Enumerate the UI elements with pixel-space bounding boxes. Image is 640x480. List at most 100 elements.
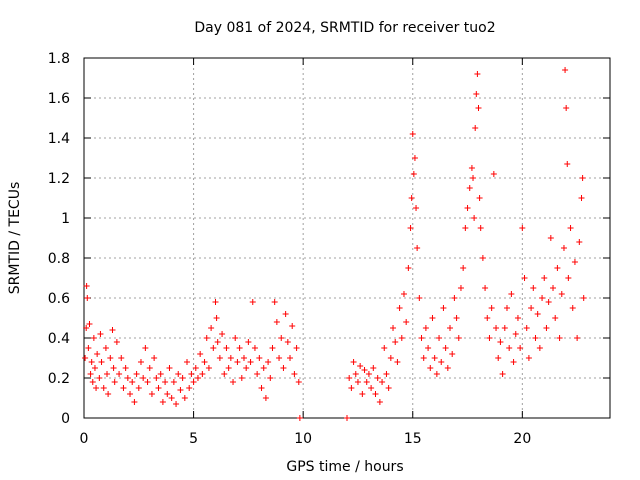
- data-point: [131, 399, 138, 405]
- data-point: [471, 215, 478, 221]
- data-point: [247, 359, 254, 365]
- data-point: [234, 359, 241, 365]
- data-point: [405, 265, 412, 271]
- data-point: [466, 185, 473, 191]
- data-point: [396, 305, 403, 311]
- data-point: [236, 345, 243, 351]
- data-point: [407, 225, 414, 231]
- grid: [84, 58, 610, 418]
- data-point: [357, 363, 364, 369]
- y-axis-label: SRMTID / TECUs: [7, 182, 23, 295]
- data-point: [490, 171, 497, 177]
- data-point: [574, 335, 581, 341]
- data-point: [91, 365, 98, 371]
- data-point: [88, 359, 95, 365]
- data-point: [560, 245, 567, 251]
- data-point: [212, 299, 219, 305]
- y-tick-label: 0: [61, 411, 70, 427]
- data-point: [197, 351, 204, 357]
- data-point: [157, 371, 164, 377]
- data-point: [562, 67, 569, 73]
- data-point: [243, 365, 250, 371]
- data-point: [249, 299, 256, 305]
- data-point: [403, 319, 410, 325]
- data-point: [470, 175, 477, 181]
- data-point: [102, 345, 109, 351]
- data-point: [83, 325, 90, 331]
- data-point: [530, 285, 537, 291]
- data-point: [365, 371, 372, 377]
- data-point: [213, 315, 220, 321]
- data-point: [506, 345, 513, 351]
- data-point: [545, 299, 552, 305]
- data-point: [192, 365, 199, 371]
- data-point: [208, 325, 215, 331]
- data-point: [455, 335, 462, 341]
- data-point: [293, 345, 300, 351]
- data-point: [447, 325, 454, 331]
- data-point: [444, 365, 451, 371]
- y-tick-label: 0.2: [48, 371, 70, 387]
- data-point: [427, 365, 434, 371]
- data-points: [82, 67, 587, 421]
- y-tick-labels: 0 0.2 0.4 0.6 0.8 1 1.2 1.4 1.6 1.8: [48, 51, 70, 427]
- data-point: [482, 285, 489, 291]
- data-point: [468, 165, 475, 171]
- data-point: [392, 339, 399, 345]
- data-point: [173, 401, 180, 407]
- data-point: [164, 391, 171, 397]
- data-point: [528, 305, 535, 311]
- data-point: [151, 355, 158, 361]
- data-point: [521, 275, 528, 281]
- data-point: [267, 375, 274, 381]
- data-point: [146, 365, 153, 371]
- data-point: [251, 345, 258, 351]
- x-tick-label: 20: [513, 431, 531, 447]
- data-point: [295, 379, 302, 385]
- data-point: [100, 385, 107, 391]
- data-point: [170, 379, 177, 385]
- data-point: [558, 291, 565, 297]
- data-point: [89, 379, 96, 385]
- data-point: [508, 291, 515, 297]
- data-point: [493, 325, 500, 331]
- data-point: [159, 399, 166, 405]
- data-point: [532, 335, 539, 341]
- data-point: [552, 315, 559, 321]
- data-point: [414, 245, 421, 251]
- data-point: [260, 365, 267, 371]
- data-point: [495, 355, 502, 361]
- data-point: [135, 385, 142, 391]
- data-point: [370, 365, 377, 371]
- data-point: [83, 283, 90, 289]
- data-point: [276, 355, 283, 361]
- data-point: [269, 345, 276, 351]
- data-point: [127, 391, 134, 397]
- y-tick-label: 1.4: [48, 131, 70, 147]
- data-point: [523, 325, 530, 331]
- data-point: [429, 315, 436, 321]
- data-point: [569, 305, 576, 311]
- data-point: [488, 305, 495, 311]
- data-point: [240, 355, 247, 361]
- data-point: [350, 359, 357, 365]
- data-point: [379, 379, 386, 385]
- data-point: [168, 395, 175, 401]
- data-point: [87, 371, 94, 377]
- data-point: [383, 371, 390, 377]
- data-point: [534, 311, 541, 317]
- data-point: [214, 339, 221, 345]
- data-point: [462, 225, 469, 231]
- data-point: [473, 91, 480, 97]
- data-point: [110, 365, 117, 371]
- data-point: [238, 375, 245, 381]
- data-point: [472, 125, 479, 131]
- data-point: [408, 195, 415, 201]
- data-point: [188, 371, 195, 377]
- data-point: [262, 395, 269, 401]
- data-point: [547, 235, 554, 241]
- data-point: [216, 355, 223, 361]
- data-point: [181, 395, 188, 401]
- data-point: [104, 371, 111, 377]
- data-point: [477, 225, 484, 231]
